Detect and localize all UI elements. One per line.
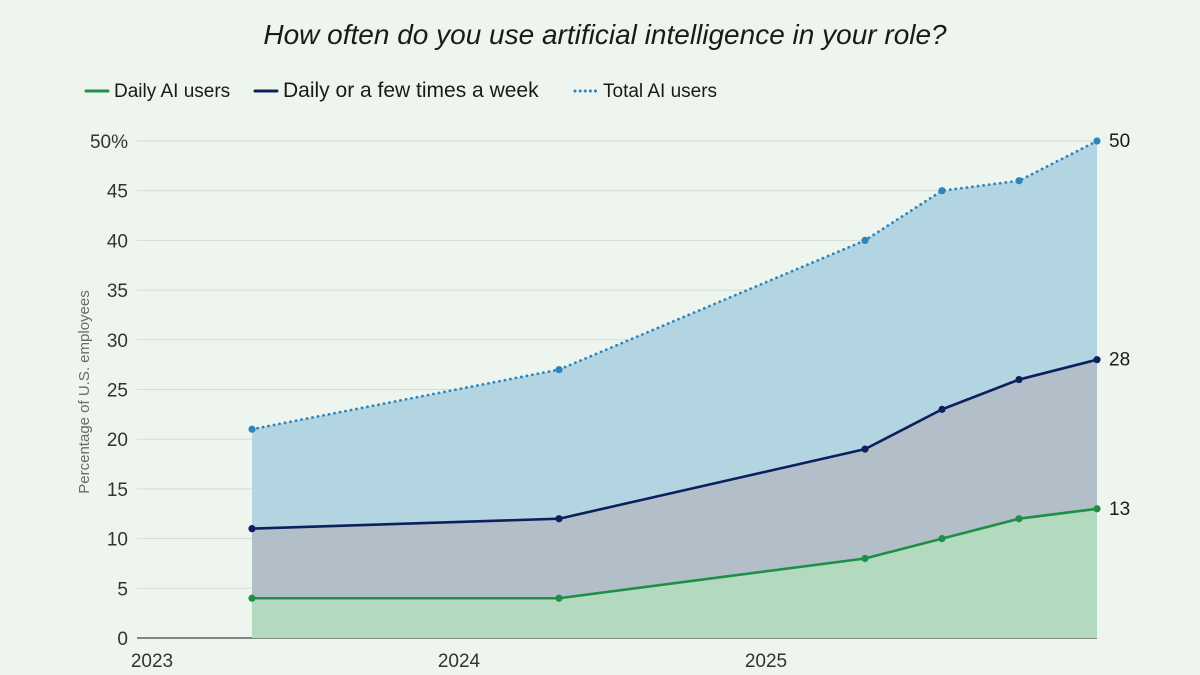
data-point	[938, 535, 946, 543]
x-axis-ticks: 2023 2024 2025	[131, 651, 787, 672]
y-tick-label: 5	[117, 579, 128, 600]
legend-label: Total AI users	[603, 81, 717, 102]
x-tick-label: 2023	[131, 651, 173, 672]
series-lines	[250, 139, 1099, 600]
end-value-label: 28	[1109, 350, 1130, 371]
data-point	[555, 515, 563, 523]
x-tick-label: 2024	[438, 651, 481, 672]
x-tick-label: 2025	[745, 651, 787, 672]
y-tick-label: 20	[107, 430, 128, 451]
y-tick-label: 25	[107, 381, 128, 402]
y-tick-label: 15	[107, 480, 128, 501]
data-point	[1015, 177, 1023, 185]
data-point	[861, 236, 869, 244]
y-tick-label: 10	[107, 530, 128, 551]
end-value-label: 13	[1109, 499, 1130, 520]
data-point	[938, 187, 946, 195]
end-labels: 50 28 13	[1109, 131, 1130, 520]
data-point	[1093, 137, 1101, 145]
series-areas	[252, 141, 1097, 638]
data-point	[861, 445, 869, 453]
y-tick-label: 35	[107, 281, 128, 302]
y-axis-label: Percentage of U.S. employees	[76, 290, 93, 493]
y-tick-label: 0	[117, 629, 128, 650]
data-point	[248, 594, 256, 602]
data-point	[938, 405, 946, 413]
legend-label: Daily or a few times a week	[283, 79, 539, 102]
y-axis-ticks: 0 5 10 15 20 25 30 35 40 45 50%	[90, 132, 128, 650]
legend-label: Daily AI users	[114, 81, 230, 102]
data-point	[248, 525, 256, 533]
line-total-ai-users	[250, 139, 1099, 431]
line-daily-ai-users	[250, 507, 1099, 600]
end-value-label: 50	[1109, 131, 1130, 152]
series-points	[248, 137, 1101, 602]
data-point	[861, 554, 869, 563]
area-daily-ai-users	[252, 508, 1097, 638]
y-tick-label: 30	[107, 331, 128, 352]
data-point	[1015, 375, 1023, 384]
data-point	[555, 594, 563, 602]
data-point	[1015, 515, 1023, 523]
line-daily-or-a-few-times-a-week	[250, 358, 1099, 530]
y-tick-label: 45	[107, 182, 128, 203]
data-point	[555, 366, 563, 374]
y-tick-label: 40	[107, 231, 128, 252]
data-point	[1093, 505, 1101, 513]
chart-title: How often do you use artificial intellig…	[263, 19, 947, 50]
data-point	[248, 425, 256, 433]
y-tick-label: 50%	[90, 132, 128, 153]
legend: Daily AI users Daily or a few times a wee…	[84, 79, 717, 102]
data-point	[1093, 356, 1101, 364]
